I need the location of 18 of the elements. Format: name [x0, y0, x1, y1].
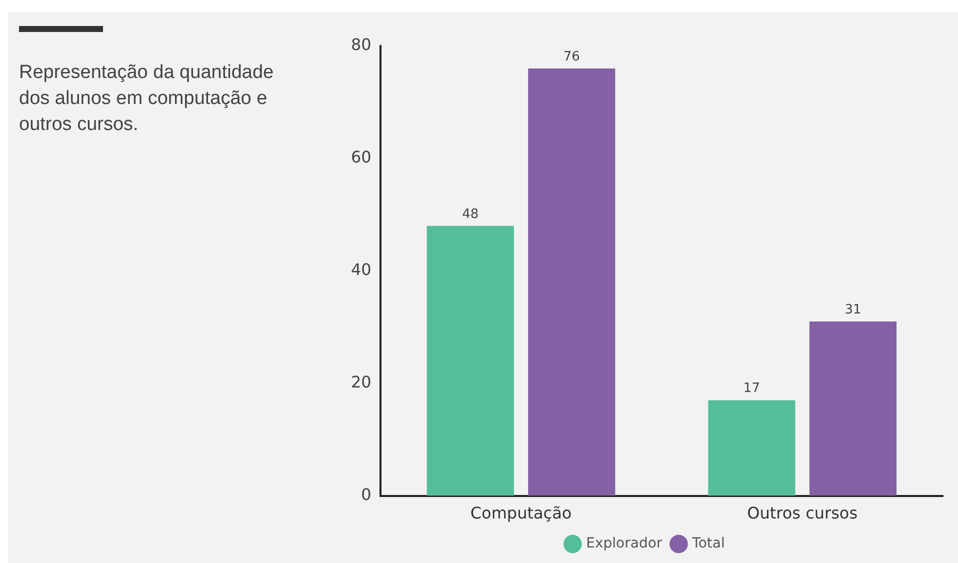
data-label: 17 [743, 381, 760, 396]
legend-label: Total [691, 536, 725, 552]
bar [528, 68, 616, 496]
y-tick-label: 0 [361, 484, 372, 504]
data-label: 48 [462, 206, 479, 222]
bar [708, 400, 796, 496]
y-tick-label: 60 [351, 148, 372, 167]
y-tick-label: 20 [351, 372, 372, 392]
data-label: 31 [844, 302, 862, 318]
y-tick-label: 40 [351, 260, 372, 280]
bar [809, 322, 897, 496]
y-tick-label: 80 [351, 35, 372, 54]
x-tick-label: Computação [470, 504, 572, 523]
data-label: 76 [563, 49, 580, 64]
legend-label: Explorador [586, 536, 662, 552]
x-tick-label: Outros cursos [747, 504, 858, 523]
text: Representação da quantidade dos alunos em computação e outros cursos. [19, 61, 275, 137]
bar [426, 226, 514, 496]
